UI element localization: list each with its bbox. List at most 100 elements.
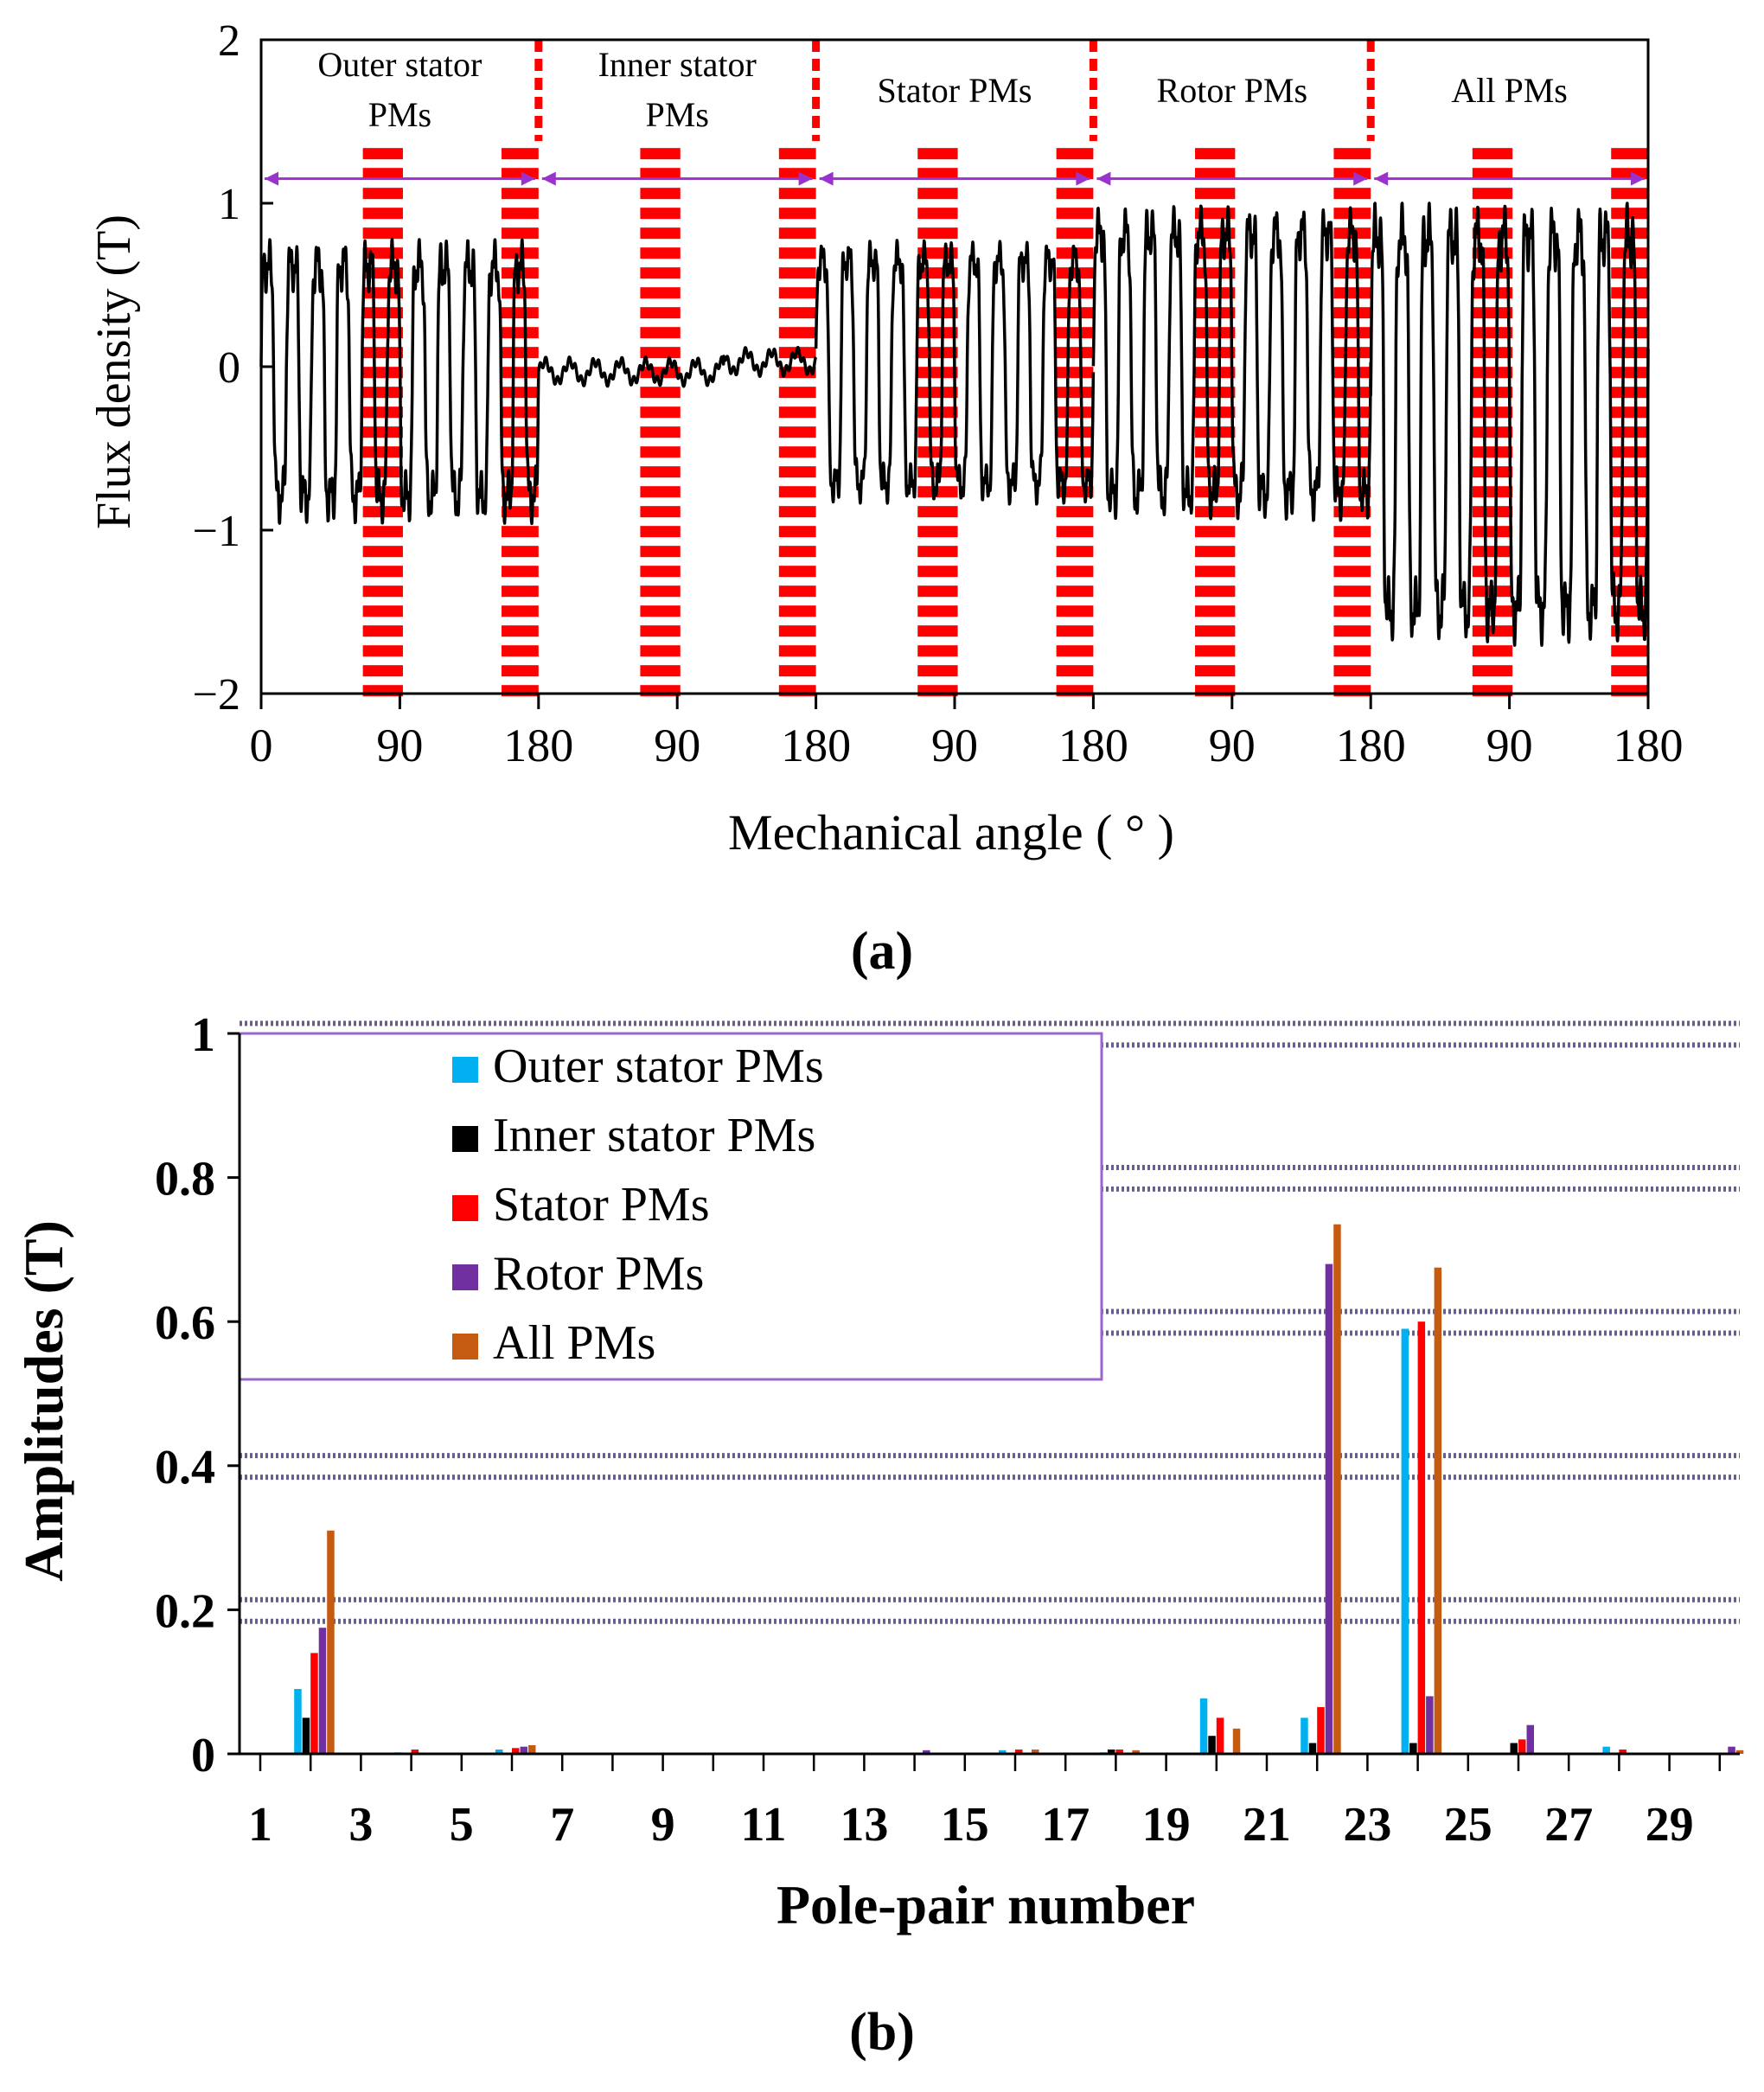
- pm-region-stripe: [1611, 406, 1648, 419]
- pm-region-stripe: [1333, 526, 1371, 538]
- pm-region-stripe: [1056, 506, 1094, 518]
- arrow-head-right: [1076, 171, 1090, 186]
- pm-region-stripe: [362, 605, 403, 617]
- pm-region-stripe: [917, 665, 958, 677]
- pm-region-stripe: [1333, 307, 1371, 319]
- pm-region-stripe: [1472, 466, 1513, 478]
- pm-region-stripe: [1195, 267, 1236, 279]
- pm-region-stripe: [1611, 287, 1648, 299]
- pm-region-stripe: [917, 446, 958, 458]
- pm-region-stripe: [1333, 188, 1371, 200]
- pm-region-stripe: [1056, 208, 1094, 220]
- pm-region-stripe: [1056, 307, 1094, 319]
- pm-region-stripe: [1056, 625, 1094, 637]
- pm-region-stripe: [1195, 387, 1236, 399]
- pm-region-stripe: [1195, 546, 1236, 558]
- bar-all-pms-20: [1232, 1728, 1241, 1754]
- pm-region-stripe: [362, 387, 403, 399]
- pm-region-stripe: [1472, 446, 1513, 458]
- bar-outer-stator-pms-20: [1199, 1698, 1208, 1754]
- pm-region-stripe: [778, 227, 816, 240]
- pm-region-stripe: [502, 406, 539, 419]
- pm-region-stripe: [640, 287, 681, 299]
- pm-region-stripe: [917, 208, 958, 220]
- bar-all-pms-30: [1735, 1750, 1744, 1754]
- pm-region-stripe: [1333, 367, 1371, 379]
- y-tick-label: 1: [191, 1008, 215, 1062]
- legend-swatch-0: [452, 1057, 478, 1083]
- pm-region-stripe: [640, 327, 681, 339]
- pm-region-stripe: [1195, 168, 1236, 180]
- pm-region-stripe: [1472, 208, 1513, 220]
- pm-region-stripe: [1472, 566, 1513, 578]
- section-separators: [534, 40, 1375, 142]
- pm-region-stripe: [1472, 148, 1513, 160]
- pm-region-stripe: [1056, 605, 1094, 617]
- x-tick-label: 23: [1343, 1798, 1391, 1852]
- x-tick-label: 180: [1614, 720, 1684, 771]
- pm-region-stripe: [1195, 406, 1236, 419]
- pm-region-stripe: [1195, 148, 1236, 160]
- legend-label-1: Inner stator PMs: [493, 1109, 815, 1162]
- section-label-1-line2: PMs: [646, 95, 709, 134]
- pm-region-stripe: [502, 208, 539, 220]
- pm-region-stripe: [1472, 367, 1513, 379]
- x-tick-label: 180: [1336, 720, 1406, 771]
- pm-region-stripe: [778, 327, 816, 339]
- pm-region-stripe: [362, 466, 403, 478]
- pm-region-stripe: [1472, 426, 1513, 438]
- y-axis-label: Amplitudes (T): [13, 1220, 74, 1582]
- pm-region-stripe: [778, 208, 816, 220]
- section-labels: Outer stator PMs Inner stator PMs Stator PMs…: [317, 45, 1567, 134]
- pm-region-stripe: [1056, 267, 1094, 279]
- pm-region-stripe: [1056, 566, 1094, 578]
- pm-region-stripe: [640, 486, 681, 498]
- pm-region-stripe: [1611, 347, 1648, 359]
- pm-region-stripe: [640, 387, 681, 399]
- flux-line-section-3: [1091, 204, 1372, 522]
- y-tick-label: 0.6: [155, 1296, 215, 1350]
- pm-region-stripe: [1472, 546, 1513, 558]
- x-ticks: 1 3 5 7 9 11 13 15 17 19 21 23 25 27 29: [248, 1754, 1722, 1852]
- legend: Outer stator PMs Inner stator PMs Stator P…: [238, 1032, 1103, 1381]
- arrow-head-right: [798, 171, 813, 186]
- pm-region-stripe: [362, 227, 403, 240]
- x-axis-label: Pole-pair number: [777, 1874, 1195, 1935]
- x-tick-label: 25: [1444, 1798, 1492, 1852]
- x-tick-label: 9: [651, 1798, 675, 1852]
- pm-region-stripe: [1056, 327, 1094, 339]
- bar-rotor-pms-6: [520, 1746, 527, 1754]
- legend-swatch-1: [452, 1126, 478, 1152]
- pm-region-stripe: [1611, 625, 1648, 637]
- flux-density-chart: 2 1 0 −1 −2 0 90 180 90 180 90 180 90 180 90 180 Outer…: [87, 16, 1684, 981]
- legend-label-0: Outer stator PMs: [493, 1040, 824, 1093]
- pm-region-stripe: [1472, 307, 1513, 319]
- pm-region-stripe: [917, 367, 958, 379]
- pm-region-stripe: [1611, 307, 1648, 319]
- pm-region-stripe: [502, 546, 539, 558]
- pm-region-stripe: [778, 307, 816, 319]
- pm-region-stripe: [502, 526, 539, 538]
- pm-region-stripe: [1195, 208, 1236, 220]
- pm-region-stripe: [1056, 546, 1094, 558]
- pm-region-stripe: [778, 446, 816, 458]
- pm-region-stripe: [1333, 566, 1371, 578]
- pm-region-stripe: [917, 566, 958, 578]
- pm-region-stripe: [640, 347, 681, 359]
- pm-region-stripe: [502, 446, 539, 458]
- bar-stator-pms-18: [1115, 1750, 1123, 1754]
- pm-region-stripe: [778, 148, 816, 160]
- pm-region-stripe: [640, 446, 681, 458]
- bar-stator-pms-2: [310, 1653, 318, 1754]
- pm-region-stripe: [778, 625, 816, 637]
- pm-region-stripe: [1195, 287, 1236, 299]
- pm-region-stripe: [640, 188, 681, 200]
- pm-region-stripe: [1195, 526, 1236, 538]
- bar-inner-stator-pms-26: [1510, 1743, 1518, 1754]
- x-tick-label: 1: [248, 1798, 272, 1852]
- bar-inner-stator-pms-22: [1308, 1743, 1317, 1754]
- pm-region-stripe: [362, 625, 403, 637]
- pm-region-stripe: [362, 546, 403, 558]
- bar-inner-stator-pms-20: [1208, 1736, 1216, 1754]
- pm-region-stripe: [1333, 387, 1371, 399]
